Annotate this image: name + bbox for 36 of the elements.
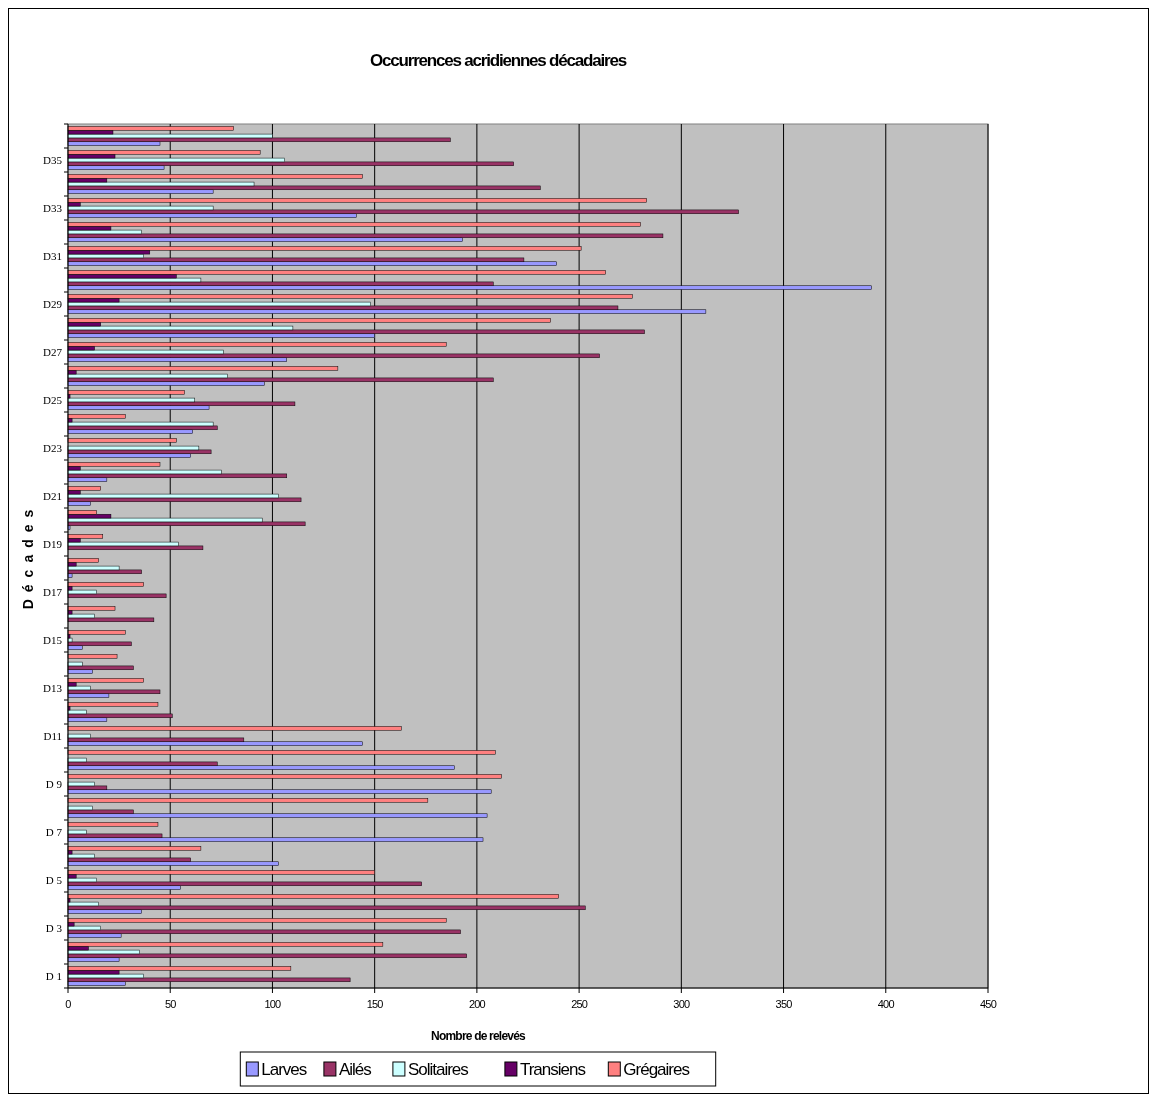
y-tick-label: D 1: [45, 970, 62, 982]
chart-title: Occurrences acridiennes décadaires: [370, 51, 627, 70]
x-tick-label: 300: [673, 998, 690, 1010]
x-tick-label: 50: [164, 998, 177, 1010]
legend-label: Ailés: [338, 1060, 372, 1079]
y-tick-label: D 3: [45, 922, 63, 934]
x-tick-label: 400: [877, 998, 895, 1010]
y-tick-label: D11: [43, 730, 62, 742]
legend-label: Grégaires: [623, 1060, 690, 1079]
x-tick-label: 250: [571, 998, 588, 1010]
y-tick-label: D25: [43, 394, 63, 406]
x-axis-title: Nombre de relevés: [431, 1029, 527, 1043]
x-tick-label: 350: [775, 998, 793, 1010]
y-tick-label: D35: [43, 154, 63, 166]
x-tick-label: 150: [366, 998, 384, 1010]
y-tick-label: D13: [43, 682, 63, 694]
y-tick-label: D17: [43, 586, 63, 598]
x-tick-label: 100: [264, 998, 282, 1010]
y-tick-label: D21: [43, 490, 62, 502]
y-tick-label: D15: [43, 634, 63, 646]
y-tick-label: D29: [43, 298, 63, 310]
y-tick-label: D27: [43, 346, 63, 358]
legend-label: Larves: [261, 1060, 307, 1079]
y-tick-label: D23: [43, 442, 63, 454]
y-tick-label: D 7: [45, 826, 63, 838]
y-tick-label: D 9: [45, 778, 63, 790]
legend-label: Transiens: [519, 1060, 586, 1079]
x-tick-label: 0: [65, 998, 72, 1010]
y-tick-label: D19: [43, 538, 63, 550]
x-tick-label: 450: [980, 998, 997, 1010]
x-tick-label: 200: [468, 998, 486, 1010]
y-tick-label: D 5: [45, 874, 63, 886]
y-tick-label: D33: [43, 202, 63, 214]
y-tick-label: D31: [43, 250, 62, 262]
legend-label: Solitaires: [407, 1060, 469, 1079]
y-axis-title: Décades: [20, 502, 36, 610]
